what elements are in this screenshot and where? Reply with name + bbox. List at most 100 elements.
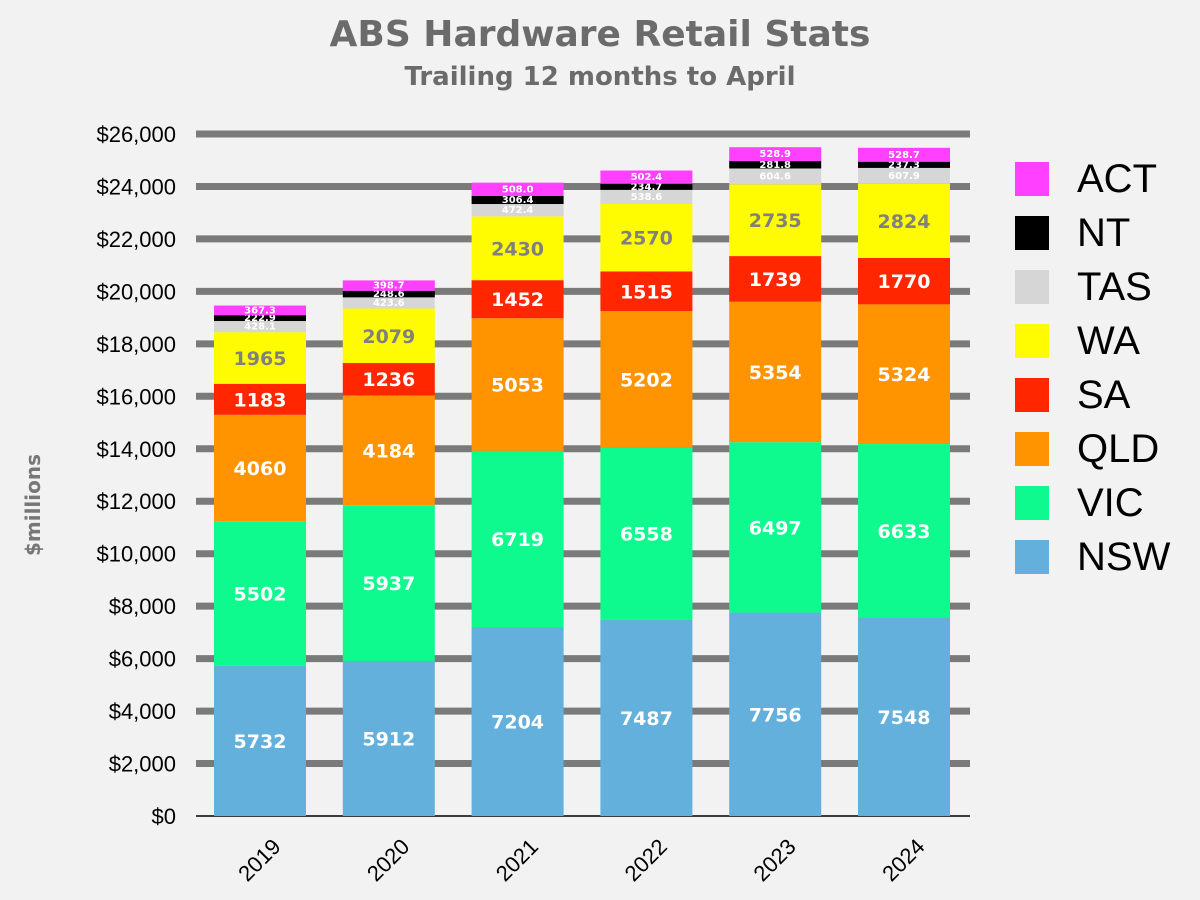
bar-segment xyxy=(471,627,564,816)
data-label: 1770 xyxy=(878,271,931,293)
data-label: 6558 xyxy=(620,524,673,546)
y-tick-label: $22,000 xyxy=(96,227,176,252)
bar-segment xyxy=(342,395,435,506)
bar-segment xyxy=(214,315,306,322)
legend-swatch xyxy=(1015,324,1049,358)
data-label: 2735 xyxy=(749,210,802,232)
y-tick-label: $18,000 xyxy=(96,332,176,357)
data-label: 222.9 xyxy=(244,313,276,324)
bar-segment xyxy=(600,619,693,816)
data-label: 2430 xyxy=(491,238,544,260)
bar-segment xyxy=(729,256,822,302)
legend-label: WA xyxy=(1077,318,1140,363)
bar-segment xyxy=(214,332,306,384)
legend-item: NT xyxy=(1015,206,1170,260)
bar-segment xyxy=(342,308,435,364)
bar-segment xyxy=(729,301,822,443)
bar-segment xyxy=(858,161,950,168)
bar-segment xyxy=(858,147,950,162)
bar-segment xyxy=(471,195,564,205)
x-tick-label: 2024 xyxy=(877,834,929,886)
data-label: 1236 xyxy=(362,369,415,391)
legend-label: QLD xyxy=(1077,426,1160,471)
data-label: 423.6 xyxy=(373,298,405,309)
gridlines xyxy=(196,130,970,817)
legend-item: TAS xyxy=(1015,260,1170,314)
legend-swatch xyxy=(1015,270,1049,304)
bar-segment xyxy=(600,170,693,184)
legend-swatch xyxy=(1015,540,1049,574)
data-label: 7204 xyxy=(491,712,544,734)
bar-segment xyxy=(858,618,950,816)
bar-segment xyxy=(471,318,564,451)
data-label: 528.7 xyxy=(888,150,920,161)
bar-segment xyxy=(342,290,435,298)
data-label: 1739 xyxy=(749,269,802,291)
legend-swatch xyxy=(1015,486,1049,520)
bar-segment xyxy=(214,414,306,522)
bar-segment xyxy=(729,147,822,162)
bar-segment xyxy=(600,203,693,272)
data-label: 234.7 xyxy=(631,182,663,193)
legend-item: NSW xyxy=(1015,530,1170,584)
data-label: 6497 xyxy=(749,517,802,539)
legend-label: ACT xyxy=(1077,156,1157,201)
x-tick-label: 2020 xyxy=(362,834,414,886)
legend-item: SA xyxy=(1015,368,1170,422)
bar-segment xyxy=(729,161,822,169)
y-tick-label: $20,000 xyxy=(96,279,176,304)
legend-swatch xyxy=(1015,432,1049,466)
bar-segment xyxy=(214,521,306,666)
legend: ACT NT TAS WA SA QLD VIC NSW xyxy=(1015,152,1170,584)
bar-segment xyxy=(858,444,950,619)
chart-title: ABS Hardware Retail Stats xyxy=(329,14,871,55)
data-label: 5053 xyxy=(491,375,544,397)
bar-segment xyxy=(471,216,564,281)
x-tick-label: 2023 xyxy=(748,834,800,886)
y-tick-label: $12,000 xyxy=(96,489,176,514)
data-label: 472.4 xyxy=(502,205,534,216)
data-label: 281.8 xyxy=(759,160,791,171)
data-label: 7487 xyxy=(620,708,673,730)
bar-segment xyxy=(342,660,435,816)
bar-segment xyxy=(729,168,822,185)
bar-segment xyxy=(214,383,306,415)
x-tick-label: 2019 xyxy=(233,834,285,886)
bar-segment xyxy=(214,321,306,333)
bar-segment xyxy=(471,450,564,628)
bar-segment xyxy=(858,183,950,258)
legend-label: NT xyxy=(1077,210,1131,255)
legend-item: VIC xyxy=(1015,476,1170,530)
x-tick-label: 2022 xyxy=(620,834,672,886)
bar-segment xyxy=(600,447,693,620)
data-label: 1515 xyxy=(620,281,673,303)
y-tick-label: $0 xyxy=(152,804,176,829)
data-label: 5354 xyxy=(749,362,802,384)
bar-segment xyxy=(729,442,822,613)
data-label: 502.4 xyxy=(631,172,663,183)
legend-item: WA xyxy=(1015,314,1170,368)
data-label: 2079 xyxy=(362,326,415,348)
y-tick-label: $8,000 xyxy=(109,594,176,619)
bar-segment xyxy=(342,297,435,309)
data-label: 1965 xyxy=(234,348,287,370)
data-label: 7756 xyxy=(749,704,802,726)
bar-segment xyxy=(471,204,564,217)
x-tick-label: 2021 xyxy=(491,834,543,886)
data-label: 398.7 xyxy=(373,281,405,292)
data-label: 607.9 xyxy=(888,171,920,182)
y-tick-label: $6,000 xyxy=(109,647,176,672)
y-axis-ticks: $0 $2,000 $4,000 $6,000 $8,000 $10,000 $12,000… xyxy=(96,122,176,829)
data-label: 5732 xyxy=(234,731,287,753)
data-label: 5202 xyxy=(620,369,673,391)
bar-segment xyxy=(471,182,564,196)
data-label: 2824 xyxy=(878,211,931,233)
y-tick-label: $2,000 xyxy=(109,752,176,777)
bar-segment xyxy=(471,280,564,319)
bar-segment xyxy=(600,183,693,190)
legend-label: SA xyxy=(1077,372,1131,417)
data-label: 508.0 xyxy=(502,184,534,195)
data-label: 5937 xyxy=(362,573,415,595)
data-label: 604.6 xyxy=(759,171,791,182)
